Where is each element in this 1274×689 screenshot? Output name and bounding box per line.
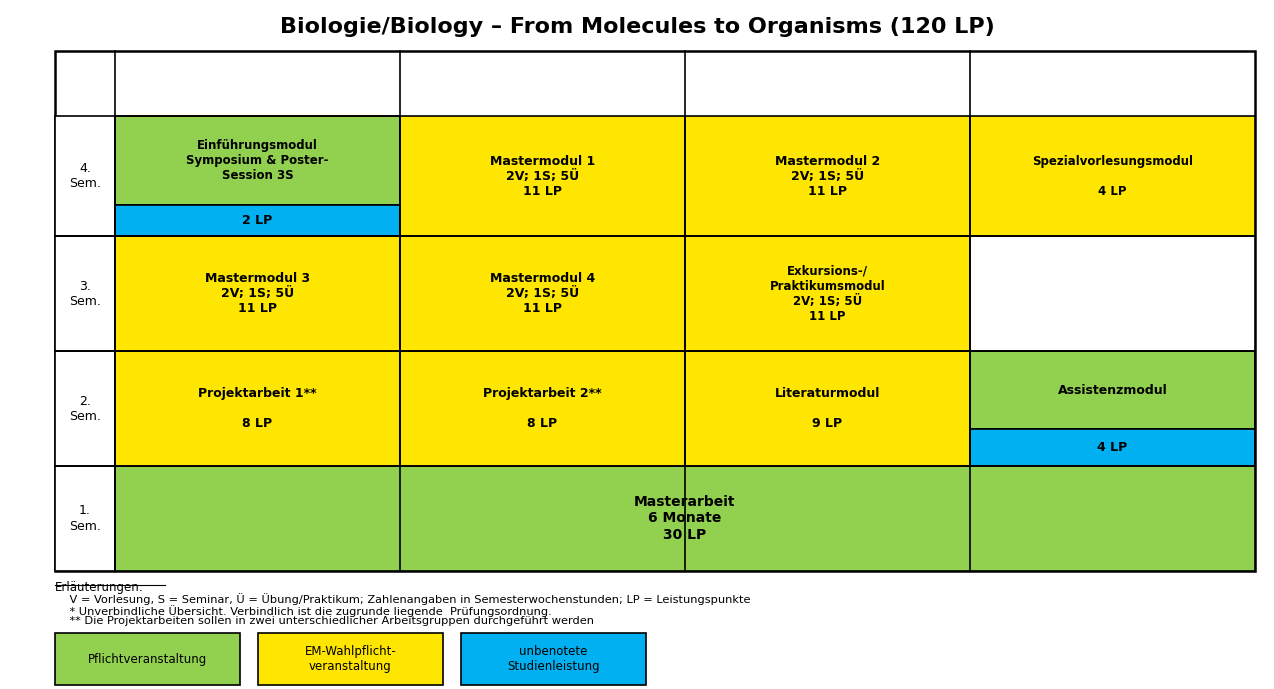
Text: 4.
Sem.: 4. Sem.	[69, 162, 101, 190]
Text: Einführungsmodul
Symposium & Poster-
Session 3S: Einführungsmodul Symposium & Poster- Ses…	[186, 139, 329, 182]
Text: Mastermodul 1
2V; 1S; 5Ü
11 LP: Mastermodul 1 2V; 1S; 5Ü 11 LP	[490, 154, 595, 198]
Text: Exkursions-/
Praktikumsmodul
2V; 1S; 5Ü
11 LP: Exkursions-/ Praktikumsmodul 2V; 1S; 5Ü …	[769, 265, 885, 322]
Text: Mastermodul 3
2V; 1S; 5Ü
11 LP: Mastermodul 3 2V; 1S; 5Ü 11 LP	[205, 272, 310, 315]
Text: Pflichtveranstaltung: Pflichtveranstaltung	[88, 652, 208, 666]
Text: 4 LP: 4 LP	[1097, 441, 1127, 454]
FancyBboxPatch shape	[970, 429, 1255, 466]
Text: 3.
Sem.: 3. Sem.	[69, 280, 101, 307]
FancyBboxPatch shape	[115, 205, 400, 236]
FancyBboxPatch shape	[55, 116, 115, 236]
Text: Masterarbeit
6 Monate
30 LP: Masterarbeit 6 Monate 30 LP	[634, 495, 736, 542]
FancyBboxPatch shape	[685, 116, 970, 236]
Text: ** Die Projektarbeiten sollen in zwei unterschiedlicher Arbeitsgruppen durchgefü: ** Die Projektarbeiten sollen in zwei un…	[55, 616, 594, 626]
Text: 1.
Sem.: 1. Sem.	[69, 504, 101, 533]
FancyBboxPatch shape	[970, 116, 1255, 236]
FancyBboxPatch shape	[115, 116, 400, 205]
Text: * Unverbindliche Übersicht. Verbindlich ist die zugrunde liegende  Prüfungsordnu: * Unverbindliche Übersicht. Verbindlich …	[55, 605, 552, 617]
FancyBboxPatch shape	[400, 116, 685, 236]
FancyBboxPatch shape	[970, 351, 1255, 429]
Text: Projektarbeit 2**

8 LP: Projektarbeit 2** 8 LP	[483, 387, 601, 430]
Text: V = Vorlesung, S = Seminar, Ü = Übung/Praktikum; Zahlenangaben in Semesterwochen: V = Vorlesung, S = Seminar, Ü = Übung/Pr…	[55, 593, 750, 605]
FancyBboxPatch shape	[685, 236, 970, 351]
Text: 2.
Sem.: 2. Sem.	[69, 395, 101, 422]
FancyBboxPatch shape	[55, 466, 115, 571]
FancyBboxPatch shape	[55, 351, 115, 466]
FancyBboxPatch shape	[259, 633, 443, 685]
Text: Literaturmodul

9 LP: Literaturmodul 9 LP	[775, 387, 880, 430]
FancyBboxPatch shape	[55, 633, 240, 685]
FancyBboxPatch shape	[115, 351, 400, 466]
FancyBboxPatch shape	[55, 236, 115, 351]
Text: Assistenzmodul: Assistenzmodul	[1057, 384, 1167, 397]
Text: Erläuterungen:: Erläuterungen:	[55, 581, 144, 594]
Text: Spezialvorlesungsmodul

4 LP: Spezialvorlesungsmodul 4 LP	[1032, 154, 1192, 198]
Text: EM-Wahlpflicht-
veranstaltung: EM-Wahlpflicht- veranstaltung	[304, 645, 396, 673]
Text: Projektarbeit 1**

8 LP: Projektarbeit 1** 8 LP	[199, 387, 317, 430]
Text: unbenotete
Studienleistung: unbenotete Studienleistung	[507, 645, 600, 673]
Text: Biologie/Biology – From Molecules to Organisms (120 LP): Biologie/Biology – From Molecules to Org…	[279, 17, 995, 37]
FancyBboxPatch shape	[461, 633, 646, 685]
Text: Mastermodul 2
2V; 1S; 5Ü
11 LP: Mastermodul 2 2V; 1S; 5Ü 11 LP	[775, 154, 880, 198]
FancyBboxPatch shape	[970, 236, 1255, 351]
FancyBboxPatch shape	[400, 236, 685, 351]
FancyBboxPatch shape	[115, 466, 1255, 571]
Text: 2 LP: 2 LP	[242, 214, 273, 227]
FancyBboxPatch shape	[685, 351, 970, 466]
FancyBboxPatch shape	[400, 351, 685, 466]
FancyBboxPatch shape	[115, 236, 400, 351]
Text: Mastermodul 4
2V; 1S; 5Ü
11 LP: Mastermodul 4 2V; 1S; 5Ü 11 LP	[490, 272, 595, 315]
